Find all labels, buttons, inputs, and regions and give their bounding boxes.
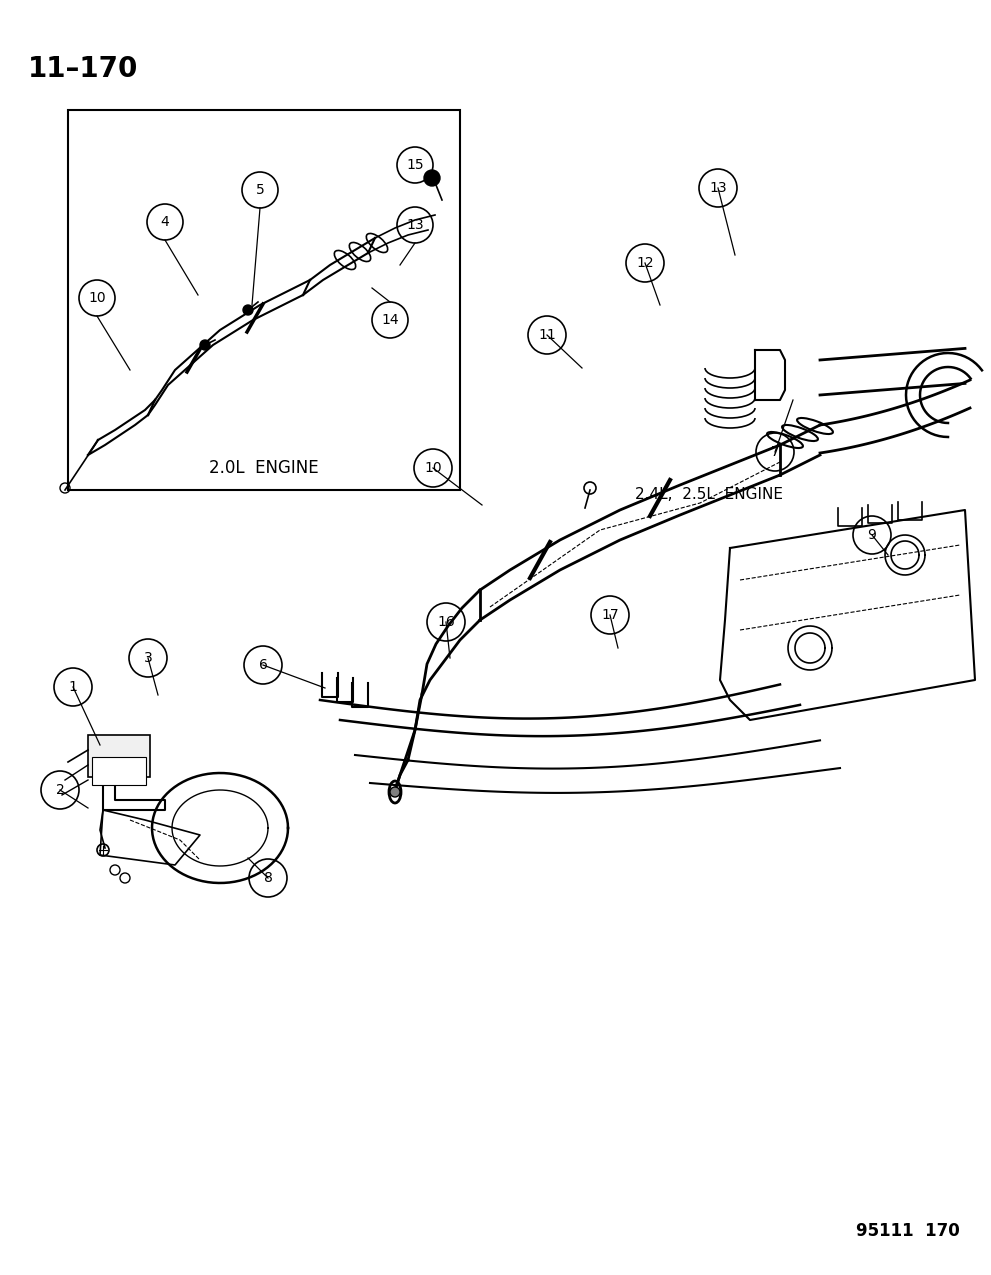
Text: 13: 13 — [710, 181, 726, 195]
Text: 11–170: 11–170 — [28, 55, 139, 83]
Text: 5: 5 — [256, 184, 265, 198]
Text: 12: 12 — [636, 256, 654, 270]
Text: 2: 2 — [55, 783, 64, 797]
Text: 7: 7 — [771, 445, 779, 459]
Text: 3: 3 — [144, 652, 153, 666]
Circle shape — [390, 787, 400, 797]
Text: 17: 17 — [602, 608, 618, 622]
Text: 10: 10 — [88, 291, 106, 305]
Bar — [68, 110, 460, 490]
Text: 10: 10 — [424, 462, 442, 476]
Text: 95111  170: 95111 170 — [856, 1221, 960, 1241]
Bar — [88, 734, 150, 776]
Text: 16: 16 — [437, 615, 455, 629]
Text: 2.0L  ENGINE: 2.0L ENGINE — [209, 459, 319, 477]
Text: 6: 6 — [259, 658, 268, 672]
Circle shape — [200, 340, 210, 351]
Text: 15: 15 — [406, 158, 424, 172]
Circle shape — [243, 305, 253, 315]
Text: 8: 8 — [264, 871, 273, 885]
Text: 1: 1 — [68, 680, 77, 694]
Text: 9: 9 — [867, 528, 876, 542]
Text: 4: 4 — [161, 215, 169, 230]
Text: 11: 11 — [538, 328, 556, 342]
Text: 2.4L,  2.5L  ENGINE: 2.4L, 2.5L ENGINE — [635, 487, 783, 502]
Text: 13: 13 — [406, 218, 424, 232]
Bar — [92, 757, 146, 785]
Text: 14: 14 — [382, 312, 398, 326]
Circle shape — [424, 170, 440, 186]
